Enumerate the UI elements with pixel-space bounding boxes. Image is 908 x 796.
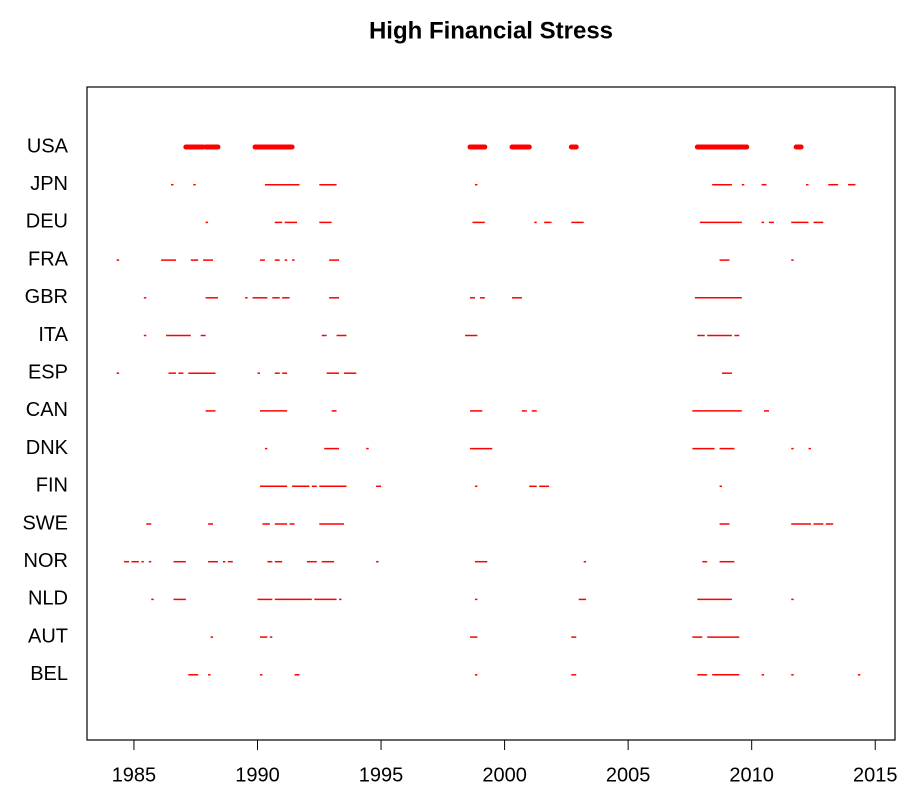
- y-tick-label: NLD: [28, 588, 68, 610]
- x-tick-label: 2000: [482, 764, 527, 786]
- y-tick-label: GBR: [25, 286, 68, 308]
- y-tick-label: NOR: [24, 550, 68, 572]
- x-tick-label: 1985: [112, 764, 157, 786]
- y-tick-label: DNK: [26, 437, 69, 459]
- y-tick-label: DEU: [26, 211, 68, 233]
- x-tick-label: 2015: [853, 764, 898, 786]
- y-tick-label: JPN: [30, 173, 68, 195]
- chart-title: High Financial Stress: [369, 17, 613, 44]
- y-tick-label: ITA: [38, 324, 68, 346]
- x-tick-label: 2010: [729, 764, 774, 786]
- y-tick-label: AUT: [28, 625, 68, 647]
- plot-frame: [86, 86, 896, 741]
- x-tick-label: 1995: [359, 764, 404, 786]
- y-tick-label: USA: [27, 135, 69, 157]
- x-tick-label: 2005: [606, 764, 651, 786]
- x-tick-label: 1990: [235, 764, 280, 786]
- y-tick-label: CAN: [26, 399, 68, 421]
- y-tick-label: SWE: [22, 512, 68, 534]
- y-tick-label: BEL: [30, 663, 68, 685]
- y-tick-label: ESP: [28, 361, 68, 383]
- y-tick-label: FIN: [36, 475, 68, 497]
- y-tick-label: FRA: [28, 248, 69, 270]
